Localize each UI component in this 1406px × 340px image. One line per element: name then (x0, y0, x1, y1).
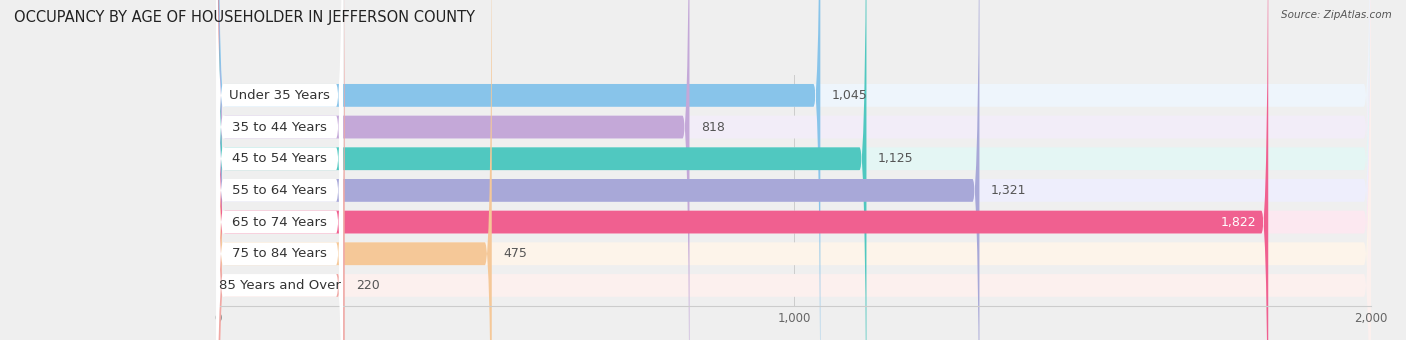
FancyBboxPatch shape (218, 0, 1371, 340)
Text: Under 35 Years: Under 35 Years (229, 89, 330, 102)
Text: 35 to 44 Years: 35 to 44 Years (232, 121, 328, 134)
Text: 45 to 54 Years: 45 to 54 Years (232, 152, 328, 165)
FancyBboxPatch shape (218, 0, 1371, 340)
Text: 1,045: 1,045 (832, 89, 868, 102)
FancyBboxPatch shape (218, 0, 980, 340)
Text: 85 Years and Over: 85 Years and Over (219, 279, 340, 292)
Text: 75 to 84 Years: 75 to 84 Years (232, 247, 328, 260)
Text: 818: 818 (702, 121, 725, 134)
Text: OCCUPANCY BY AGE OF HOUSEHOLDER IN JEFFERSON COUNTY: OCCUPANCY BY AGE OF HOUSEHOLDER IN JEFFE… (14, 10, 475, 25)
Text: 55 to 64 Years: 55 to 64 Years (232, 184, 328, 197)
FancyBboxPatch shape (218, 0, 1268, 340)
FancyBboxPatch shape (217, 0, 343, 340)
FancyBboxPatch shape (217, 0, 343, 340)
FancyBboxPatch shape (218, 0, 344, 340)
FancyBboxPatch shape (217, 0, 343, 340)
FancyBboxPatch shape (218, 0, 1371, 340)
Text: 475: 475 (503, 247, 527, 260)
Text: 1,321: 1,321 (991, 184, 1026, 197)
FancyBboxPatch shape (218, 0, 689, 340)
Text: 1,822: 1,822 (1220, 216, 1257, 228)
FancyBboxPatch shape (217, 0, 343, 340)
FancyBboxPatch shape (217, 0, 343, 340)
Text: 220: 220 (356, 279, 380, 292)
FancyBboxPatch shape (218, 0, 866, 340)
FancyBboxPatch shape (217, 0, 343, 340)
FancyBboxPatch shape (218, 0, 1371, 340)
FancyBboxPatch shape (218, 0, 820, 340)
Text: 1,125: 1,125 (877, 152, 914, 165)
Text: 65 to 74 Years: 65 to 74 Years (232, 216, 328, 228)
FancyBboxPatch shape (218, 0, 1371, 340)
FancyBboxPatch shape (218, 0, 492, 340)
Text: Source: ZipAtlas.com: Source: ZipAtlas.com (1281, 10, 1392, 20)
FancyBboxPatch shape (218, 0, 1371, 340)
FancyBboxPatch shape (218, 0, 1371, 340)
FancyBboxPatch shape (217, 0, 343, 340)
